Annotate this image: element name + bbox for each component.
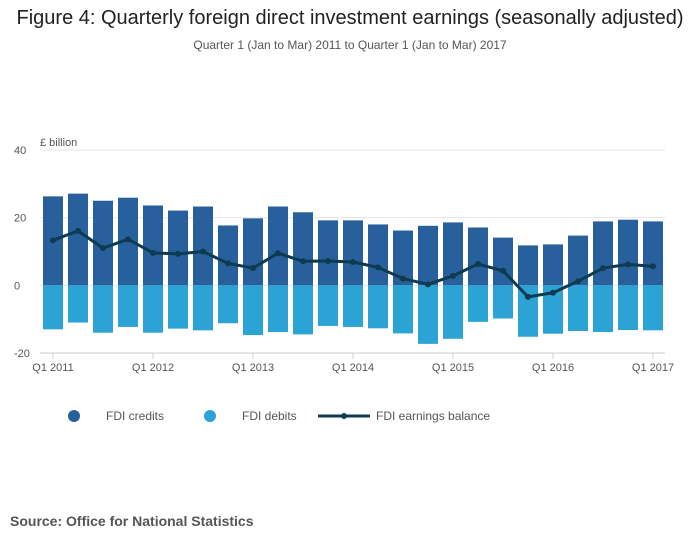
legend-balance-label: FDI earnings balance bbox=[376, 409, 490, 423]
bar-debits bbox=[68, 285, 88, 323]
balance-point bbox=[225, 260, 231, 267]
balance-point bbox=[600, 265, 606, 272]
bar-credits bbox=[318, 220, 338, 286]
balance-point bbox=[275, 250, 281, 257]
balance-point bbox=[150, 249, 156, 256]
bars bbox=[43, 193, 663, 344]
balance-point bbox=[325, 257, 331, 264]
x-tick-label: Q1 2013 bbox=[232, 362, 274, 374]
balance-point bbox=[575, 278, 581, 285]
balance-point bbox=[400, 275, 406, 282]
bar-credits bbox=[568, 235, 588, 286]
balance-point bbox=[125, 236, 131, 243]
bar-debits bbox=[493, 285, 513, 319]
bar-credits bbox=[618, 219, 638, 286]
bar-credits bbox=[518, 245, 538, 286]
bar-debits bbox=[143, 285, 163, 333]
bar-debits bbox=[43, 285, 63, 330]
legend-credits-swatch bbox=[68, 410, 80, 422]
legend-credits-label: FDI credits bbox=[106, 409, 164, 423]
bar-credits bbox=[168, 210, 188, 286]
bar-credits bbox=[268, 206, 288, 286]
bar-debits bbox=[543, 285, 563, 334]
bar-debits bbox=[393, 285, 413, 334]
balance-point bbox=[425, 281, 431, 288]
x-tick-label: Q1 2011 bbox=[32, 362, 73, 374]
bar-debits bbox=[268, 285, 288, 333]
bar-credits bbox=[393, 230, 413, 286]
bar-credits bbox=[593, 221, 613, 286]
bar-debits bbox=[368, 285, 388, 329]
balance-point bbox=[375, 264, 381, 271]
bar-debits bbox=[468, 285, 488, 322]
y-tick-label: -20 bbox=[14, 348, 30, 360]
x-tick-label: Q1 2016 bbox=[532, 362, 574, 374]
bar-credits bbox=[68, 193, 88, 286]
y-tick-label: 40 bbox=[14, 145, 26, 157]
y-tick-label: 0 bbox=[14, 280, 20, 292]
bar-debits bbox=[568, 285, 588, 332]
bar-debits bbox=[418, 285, 438, 344]
balance-point bbox=[550, 289, 556, 296]
bar-debits bbox=[318, 285, 338, 326]
bar-debits bbox=[343, 285, 363, 327]
balance-point bbox=[100, 245, 106, 252]
legend: FDI credits FDI debits FDI earnings bala… bbox=[68, 409, 490, 423]
bar-debits bbox=[168, 285, 188, 329]
bar-credits bbox=[368, 224, 388, 286]
balance-point bbox=[200, 248, 206, 255]
x-tick-label: Q1 2017 bbox=[632, 362, 674, 374]
bar-debits bbox=[593, 285, 613, 333]
balance-point bbox=[50, 237, 56, 244]
balance-point bbox=[450, 272, 456, 279]
bar-credits bbox=[193, 206, 213, 286]
bar-credits bbox=[468, 227, 488, 286]
bar-credits bbox=[143, 205, 163, 286]
bar-debits bbox=[243, 285, 263, 336]
balance-point bbox=[650, 263, 656, 270]
bar-debits bbox=[93, 285, 113, 333]
bar-credits bbox=[418, 225, 438, 286]
bar-credits bbox=[93, 200, 113, 286]
bar-credits bbox=[493, 237, 513, 286]
bar-credits bbox=[218, 225, 238, 286]
bar-debits bbox=[643, 285, 663, 331]
bar-debits bbox=[193, 285, 213, 331]
axes: -20 0 20 40 Q1 2011 Q1 2012 Q1 2013 Q1 2014 Q1 2… bbox=[14, 145, 674, 374]
balance-point bbox=[300, 258, 306, 265]
bar-credits bbox=[543, 244, 563, 286]
balance-point bbox=[500, 267, 506, 274]
balance-point bbox=[75, 227, 81, 234]
bar-credits bbox=[643, 221, 663, 286]
balance-point bbox=[175, 250, 181, 257]
source-note: Source: Office for National Statistics bbox=[10, 513, 254, 529]
x-tick-label: Q1 2012 bbox=[132, 362, 174, 374]
bar-debits bbox=[443, 285, 463, 339]
bar-credits bbox=[343, 220, 363, 286]
legend-debits-label: FDI debits bbox=[242, 409, 297, 423]
legend-balance-marker bbox=[341, 413, 347, 419]
x-tick-label: Q1 2014 bbox=[332, 362, 374, 374]
bar-credits bbox=[243, 218, 263, 286]
chart-subtitle: Quarter 1 (Jan to Mar) 2011 to Quarter 1… bbox=[193, 38, 507, 52]
balance-point bbox=[250, 265, 256, 272]
bar-debits bbox=[293, 285, 313, 335]
balance-line-group bbox=[50, 227, 656, 300]
balance-point bbox=[350, 258, 356, 265]
balance-point bbox=[525, 293, 531, 300]
bar-credits bbox=[293, 212, 313, 286]
bar-debits bbox=[118, 285, 138, 327]
bar-debits bbox=[218, 285, 238, 324]
bar-debits bbox=[518, 285, 538, 337]
bar-debits bbox=[618, 285, 638, 330]
chart-title: Figure 4: Quarterly foreign direct inves… bbox=[16, 7, 684, 29]
y-axis-label: £ billion bbox=[40, 137, 77, 149]
balance-point bbox=[475, 261, 481, 268]
x-tick-label: Q1 2015 bbox=[432, 362, 474, 374]
y-tick-label: 20 bbox=[14, 213, 26, 225]
bar-credits bbox=[443, 222, 463, 286]
balance-point bbox=[625, 261, 631, 268]
legend-debits-swatch bbox=[204, 410, 216, 422]
